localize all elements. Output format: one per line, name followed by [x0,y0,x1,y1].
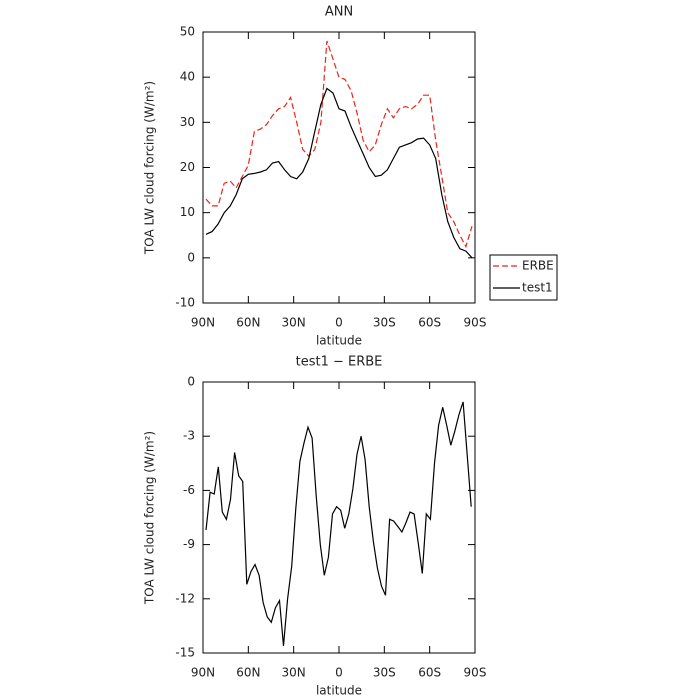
x-tick-label: 90N [191,316,215,330]
x-tick-label: 60N [236,666,260,680]
y-axis-label: TOA LW cloud forcing (W/m²) [143,81,157,255]
chart-title: ANN [325,5,353,20]
x-tick-label: 30S [373,666,396,680]
data-line [205,401,472,646]
x-tick-label: 30N [282,666,306,680]
legend-box [489,254,558,301]
chart-title: test1 − ERBE [296,355,383,370]
y-tick-label: 40 [180,70,195,84]
x-tick-label: 60S [418,316,441,330]
data-line [205,87,473,259]
x-tick-label: 60N [236,316,260,330]
y-tick-label: -9 [183,537,195,551]
y-tick-label: 0 [187,250,195,264]
y-tick-label: 0 [187,375,195,389]
y-tick-label: 50 [180,25,195,39]
x-tick-label: 0 [335,666,343,680]
y-tick-label: 20 [180,160,195,174]
legend-label: test1 [522,281,553,295]
x-axis-label: latitude [316,334,362,348]
x-tick-label: 0 [335,316,343,330]
data-line [205,40,473,249]
x-tick-label: 90S [464,666,487,680]
x-tick-label: 60S [418,666,441,680]
x-axis-label: latitude [316,684,362,698]
y-tick-label: -12 [175,591,195,605]
y-axis-label: TOA LW cloud forcing (W/m²) [143,431,157,605]
y-tick-label: 10 [180,205,195,219]
y-tick-label: -3 [183,429,195,443]
y-tick-label: -6 [183,483,195,497]
x-tick-label: 30N [282,316,306,330]
y-tick-label: 30 [180,115,195,129]
y-tick-label: -10 [175,296,195,310]
legend-label: ERBE [522,259,554,273]
plot-frame [202,31,476,304]
x-tick-label: 30S [373,316,396,330]
x-tick-label: 90N [191,666,215,680]
x-tick-label: 90S [464,316,487,330]
y-tick-label: -15 [175,646,195,660]
